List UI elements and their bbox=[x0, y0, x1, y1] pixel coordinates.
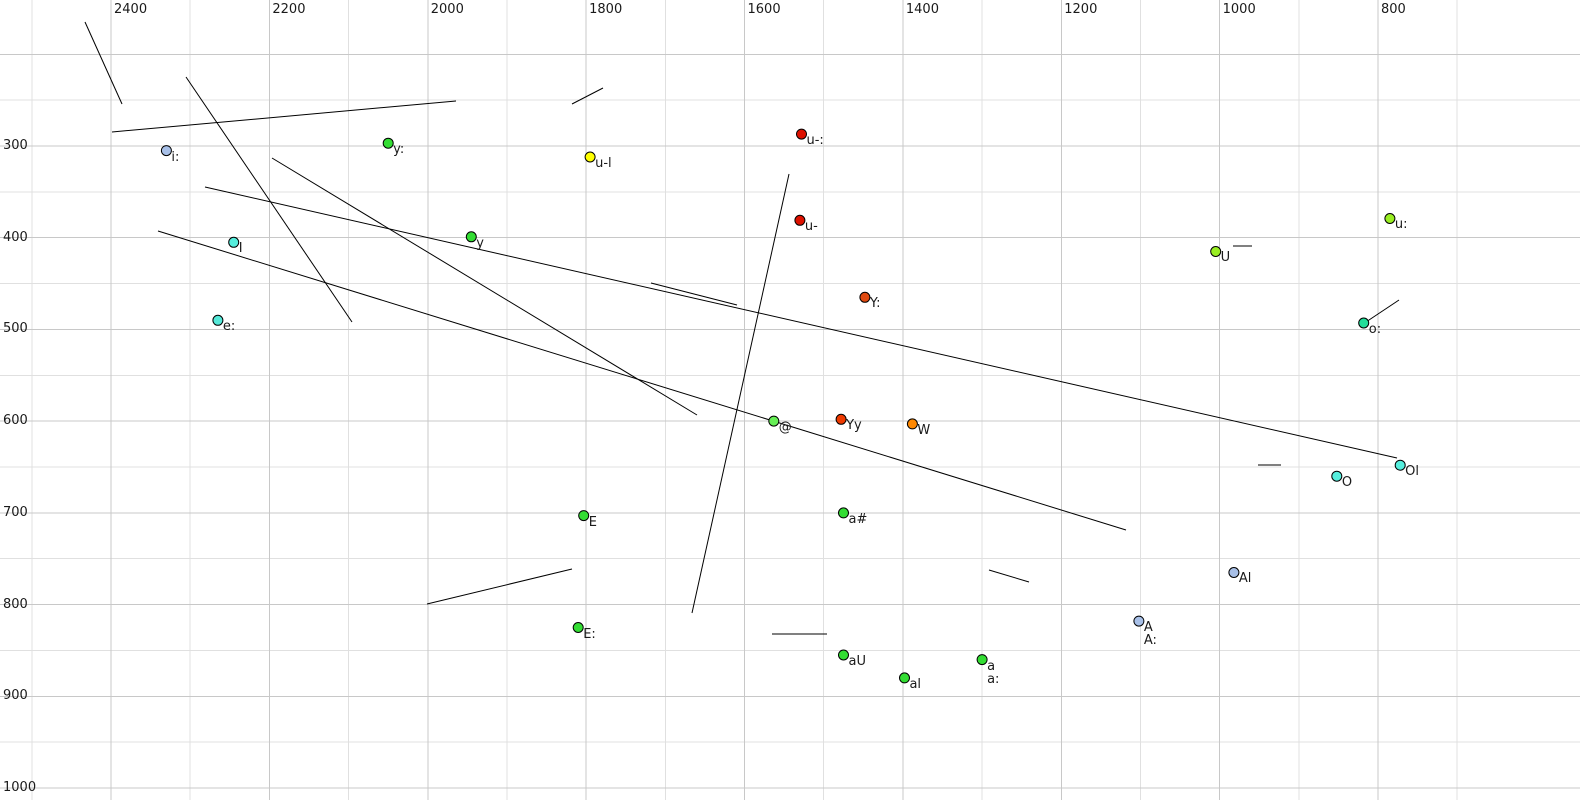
vowel-label: y: bbox=[393, 142, 405, 158]
x-axis-tick-label: 1800 bbox=[589, 2, 623, 17]
data-point-marker[interactable] bbox=[1358, 317, 1370, 329]
vowel-label: U bbox=[1220, 250, 1231, 266]
x-axis-tick-label: 1200 bbox=[1064, 2, 1098, 17]
vowel-label: W bbox=[917, 422, 931, 438]
y-axis-tick-label: 800 bbox=[3, 596, 28, 612]
vowel-label: E bbox=[588, 514, 597, 530]
data-point-marker[interactable] bbox=[768, 415, 780, 427]
y-axis-tick-label: 500 bbox=[3, 321, 28, 337]
trajectory-line bbox=[157, 230, 1127, 531]
trajectory-line bbox=[650, 282, 738, 306]
data-point-marker[interactable] bbox=[1133, 615, 1145, 627]
vowel-label: al bbox=[909, 676, 922, 692]
y-axis-tick-label: 900 bbox=[3, 688, 28, 704]
vowel-label: Y: bbox=[869, 296, 881, 312]
data-point-marker[interactable] bbox=[906, 418, 918, 430]
data-point-marker[interactable] bbox=[1384, 213, 1396, 224]
vowel-label: a bbox=[987, 658, 996, 674]
trajectory-line bbox=[84, 21, 123, 105]
trajectory-line bbox=[571, 87, 604, 105]
data-point-marker[interactable] bbox=[835, 413, 847, 425]
data-point-marker[interactable] bbox=[382, 137, 394, 149]
x-axis-tick-label: 2400 bbox=[114, 2, 148, 17]
data-point-marker[interactable] bbox=[899, 672, 910, 684]
data-point-marker[interactable] bbox=[578, 510, 590, 522]
vowel-label: O bbox=[1341, 475, 1353, 491]
vowel-label: u: bbox=[1394, 217, 1408, 233]
vowel-label: a# bbox=[848, 511, 868, 527]
vowel-label: a: bbox=[987, 671, 1000, 687]
data-point-marker[interactable] bbox=[859, 291, 871, 303]
x-axis-tick-label: 1600 bbox=[747, 2, 781, 17]
x-axis-tick-label: 2000 bbox=[430, 2, 464, 17]
trajectory-line bbox=[111, 100, 457, 133]
vowel-label: A: bbox=[1143, 633, 1157, 649]
vowel-label: @ bbox=[778, 420, 792, 436]
data-point-markers bbox=[160, 128, 1406, 684]
x-axis-tick-label: 1400 bbox=[905, 2, 939, 17]
vowel-label: aU bbox=[848, 654, 866, 669]
y-axis-tick-label: 600 bbox=[3, 413, 28, 429]
vowel-label: A bbox=[1143, 620, 1153, 636]
vowel-label: Ol bbox=[1405, 464, 1420, 480]
data-point-marker[interactable] bbox=[976, 654, 988, 666]
y-axis-tick-label: 400 bbox=[3, 229, 28, 245]
trajectory-line bbox=[988, 569, 1030, 583]
data-point-marker[interactable] bbox=[796, 128, 807, 140]
trajectory-line bbox=[1365, 299, 1400, 323]
vowel-label: y bbox=[476, 235, 484, 251]
data-point-marker[interactable] bbox=[584, 151, 596, 163]
trajectory-line bbox=[426, 568, 573, 605]
trajectory-lines bbox=[84, 21, 1400, 635]
vowel-label: u-l bbox=[595, 156, 612, 171]
data-point-marker[interactable] bbox=[160, 145, 172, 157]
data-point-marker[interactable] bbox=[212, 314, 224, 326]
trajectory-line bbox=[204, 186, 1398, 459]
trajectory-line bbox=[271, 157, 698, 416]
vowel-label: Yy bbox=[846, 418, 862, 434]
data-point-marker[interactable] bbox=[1394, 459, 1406, 471]
vowel-label: u-: bbox=[806, 133, 824, 149]
x-axis-tick-label: 1000 bbox=[1222, 2, 1256, 17]
vowel-label: u- bbox=[804, 219, 818, 235]
x-axis-tick-label: 2200 bbox=[272, 2, 306, 17]
data-point-marker[interactable] bbox=[838, 649, 849, 661]
vowel-label: Al bbox=[1238, 571, 1252, 587]
data-point-marker[interactable] bbox=[1331, 470, 1343, 482]
vowel-label: i: bbox=[171, 149, 180, 165]
x-axis-tick-label: 800 bbox=[1381, 2, 1406, 17]
data-point-marker[interactable] bbox=[1210, 246, 1222, 257]
data-point-marker[interactable] bbox=[1228, 567, 1240, 578]
trajectory-line bbox=[185, 76, 353, 323]
data-point-marker[interactable] bbox=[465, 231, 477, 243]
vowel-label: e: bbox=[222, 319, 236, 335]
trajectory-line bbox=[691, 173, 790, 614]
data-point-marker[interactable] bbox=[794, 214, 806, 226]
y-axis-tick-label: 1000 bbox=[3, 780, 37, 795]
y-axis-tick-label: 700 bbox=[3, 504, 28, 520]
vowel-label: E: bbox=[583, 626, 596, 642]
data-point-marker[interactable] bbox=[838, 507, 849, 519]
vowel-label: o: bbox=[1368, 322, 1382, 337]
vowel-label: I bbox=[238, 241, 243, 257]
y-axis-tick-label: 300 bbox=[3, 138, 28, 153]
data-point-marker[interactable] bbox=[228, 236, 240, 248]
data-point-marker[interactable] bbox=[572, 622, 584, 633]
